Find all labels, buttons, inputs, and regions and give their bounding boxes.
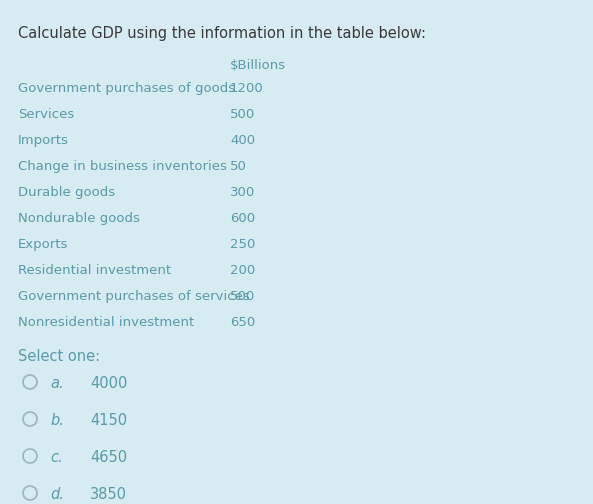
Text: 4650: 4650 <box>90 450 127 465</box>
Text: Durable goods: Durable goods <box>18 186 115 199</box>
Text: 200: 200 <box>230 264 255 277</box>
Text: 1200: 1200 <box>230 82 264 95</box>
Text: d.: d. <box>50 487 64 502</box>
Text: Government purchases of goods: Government purchases of goods <box>18 82 235 95</box>
Text: Government purchases of services: Government purchases of services <box>18 290 250 303</box>
Text: 4150: 4150 <box>90 413 127 428</box>
Text: Select one:: Select one: <box>18 349 100 364</box>
Text: Services: Services <box>18 108 74 121</box>
Text: c.: c. <box>50 450 63 465</box>
Text: 250: 250 <box>230 238 256 251</box>
Text: Imports: Imports <box>18 134 69 147</box>
Text: 600: 600 <box>230 212 255 225</box>
Text: 3850: 3850 <box>90 487 127 502</box>
Text: 500: 500 <box>230 108 255 121</box>
Text: Nondurable goods: Nondurable goods <box>18 212 140 225</box>
Text: 500: 500 <box>230 290 255 303</box>
Text: $Billions: $Billions <box>230 59 286 72</box>
Text: 400: 400 <box>230 134 255 147</box>
Text: Nonresidential investment: Nonresidential investment <box>18 316 195 329</box>
Text: 50: 50 <box>230 160 247 173</box>
Text: 4000: 4000 <box>90 376 127 391</box>
Text: b.: b. <box>50 413 64 428</box>
Text: Exports: Exports <box>18 238 68 251</box>
Text: Residential investment: Residential investment <box>18 264 171 277</box>
Text: 650: 650 <box>230 316 255 329</box>
Text: Calculate GDP using the information in the table below:: Calculate GDP using the information in t… <box>18 26 426 41</box>
Text: a.: a. <box>50 376 63 391</box>
Text: 300: 300 <box>230 186 255 199</box>
Text: Change in business inventories: Change in business inventories <box>18 160 227 173</box>
